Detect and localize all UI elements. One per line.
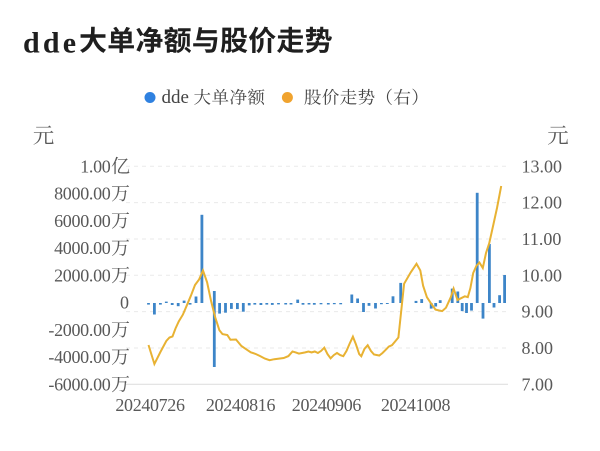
svg-text:20241008: 20241008 (381, 395, 451, 415)
svg-text:7.00: 7.00 (522, 374, 554, 394)
svg-text:-4000.00: -4000.00 (48, 347, 110, 367)
svg-text:-6000.00: -6000.00 (48, 374, 110, 394)
svg-text:10.00: 10.00 (522, 265, 563, 285)
svg-text:20240906: 20240906 (292, 395, 362, 415)
svg-text:13.00: 13.00 (522, 156, 563, 176)
svg-text:20240726: 20240726 (115, 395, 185, 415)
svg-text:8.00: 8.00 (522, 338, 554, 358)
svg-text:0: 0 (120, 293, 129, 313)
svg-text:1.00: 1.00 (80, 156, 111, 176)
svg-text:20240816: 20240816 (206, 395, 276, 415)
svg-text:6000.00: 6000.00 (54, 211, 111, 231)
svg-text:9.00: 9.00 (522, 302, 554, 322)
svg-text:dde: dde (23, 27, 79, 60)
svg-text:-2000.00: -2000.00 (48, 320, 110, 340)
svg-text:11.00: 11.00 (522, 229, 562, 249)
svg-text:dde: dde (162, 87, 189, 108)
svg-text:4000.00: 4000.00 (54, 238, 111, 258)
svg-text:2000.00: 2000.00 (54, 265, 111, 285)
svg-text:12.00: 12.00 (522, 193, 563, 213)
svg-text:8000.00: 8000.00 (54, 184, 111, 204)
